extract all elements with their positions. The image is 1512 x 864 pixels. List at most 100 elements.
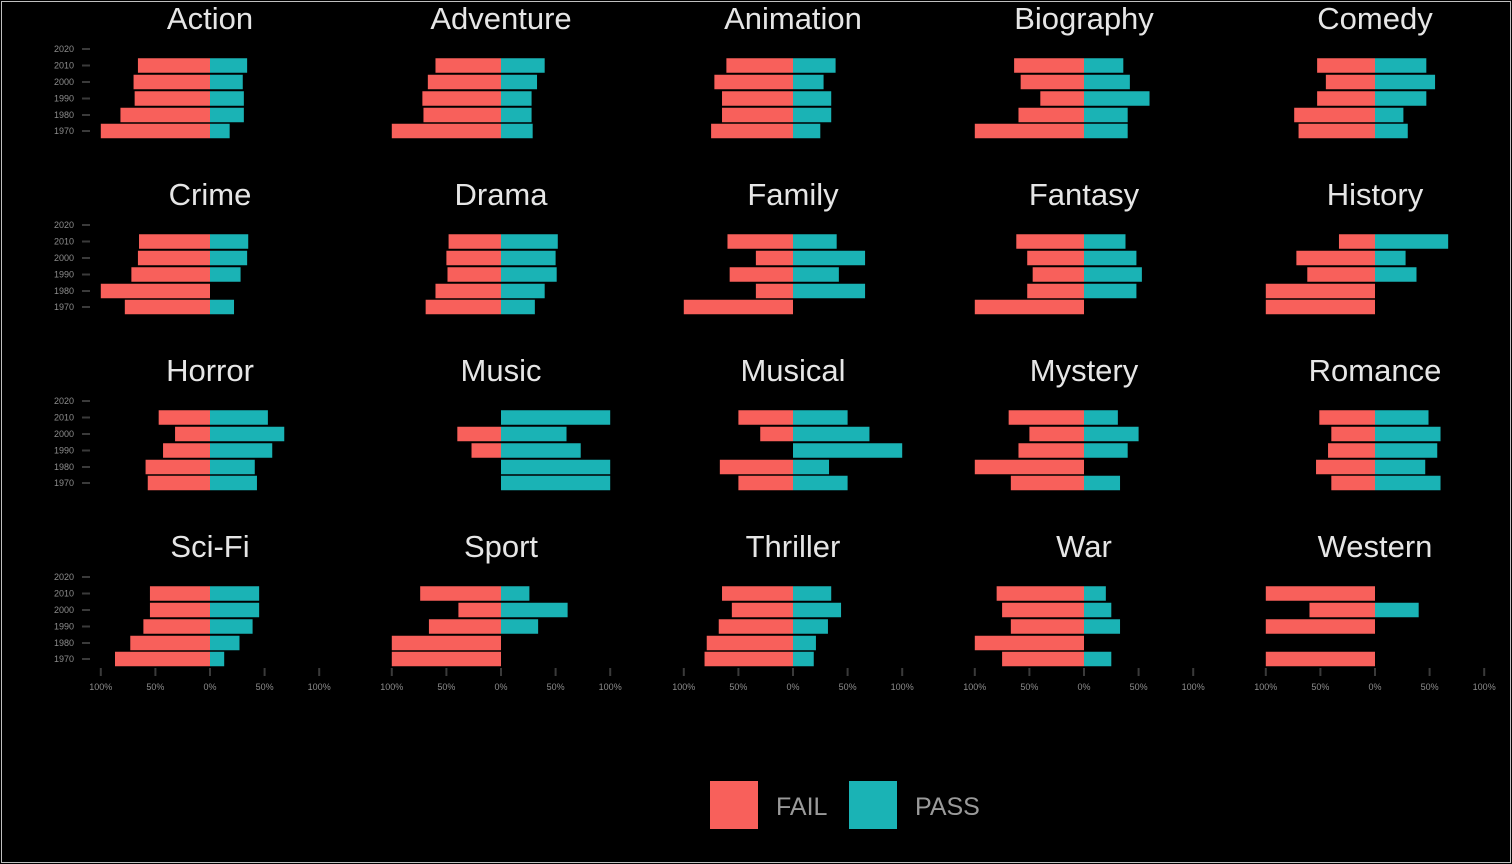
bar-pass-animation-2000 <box>793 74 824 90</box>
legend-swatch-fail <box>710 781 758 829</box>
bar-pass-sport-2000 <box>501 602 568 618</box>
bar-fail-family-1990 <box>729 267 793 282</box>
x-tick-label-war-0: 100% <box>963 682 986 692</box>
y-tick-label-2020: 2020 <box>54 220 74 230</box>
bar-pass-crime-2010 <box>210 234 249 249</box>
x-tick-label-thriller-4: 100% <box>891 682 914 692</box>
bar-fail-biography-1970 <box>974 123 1084 139</box>
bar-fail-musical-1970 <box>738 475 793 491</box>
bar-fail-crime-1980 <box>100 283 210 299</box>
bar-fail-thriller-1970 <box>704 651 793 667</box>
bar-fail-western-2000 <box>1309 602 1375 618</box>
x-tick-label-sport-0: 100% <box>380 682 403 692</box>
bar-pass-fantasy-1980 <box>1084 283 1137 299</box>
bar-pass-comedy-2000 <box>1375 74 1436 90</box>
bar-fail-history-2010 <box>1338 234 1375 249</box>
bar-pass-horror-2000 <box>210 426 285 442</box>
panel-title-biography: Biography <box>1014 1 1154 36</box>
bar-fail-fantasy-1990 <box>1032 267 1084 282</box>
bar-pass-family-1980 <box>793 283 866 299</box>
bar-fail-sport-1970 <box>391 651 501 667</box>
bar-pass-mystery-1970 <box>1084 475 1121 491</box>
bar-pass-fantasy-1990 <box>1084 267 1142 282</box>
bar-fail-drama-2000 <box>446 250 501 266</box>
bar-fail-drama-1980 <box>435 283 501 299</box>
bar-fail-fantasy-2010 <box>1016 234 1084 249</box>
legend-label-fail: FAIL <box>776 793 828 821</box>
bar-pass-drama-2000 <box>501 250 556 266</box>
x-tick-label-sci-fi-4: 100% <box>308 682 331 692</box>
bar-pass-thriller-1970 <box>793 651 814 667</box>
bar-pass-animation-1990 <box>793 91 832 106</box>
x-tick-label-thriller-1: 50% <box>729 682 747 692</box>
bar-pass-music-1970 <box>501 475 611 491</box>
bar-pass-action-2010 <box>210 58 248 73</box>
bar-pass-fantasy-2010 <box>1084 234 1126 249</box>
bar-pass-family-2010 <box>793 234 837 249</box>
bar-pass-mystery-2000 <box>1084 426 1139 442</box>
bar-pass-war-1990 <box>1084 619 1121 634</box>
y-tick-label-2000: 2000 <box>54 605 74 615</box>
bar-pass-romance-1970 <box>1375 475 1441 491</box>
bar-fail-sport-1980 <box>391 635 501 651</box>
bar-fail-biography-1990 <box>1040 91 1084 106</box>
bar-pass-adventure-2010 <box>501 58 545 73</box>
bar-pass-action-2000 <box>210 74 243 90</box>
bar-pass-crime-1970 <box>210 299 235 315</box>
bar-fail-romance-1990 <box>1328 443 1375 458</box>
x-tick-label-western-2: 0% <box>1368 682 1381 692</box>
bar-pass-action-1970 <box>210 123 230 139</box>
bar-fail-mystery-2000 <box>1029 426 1084 442</box>
bar-pass-horror-1980 <box>210 459 255 475</box>
bar-fail-mystery-1990 <box>1018 443 1084 458</box>
x-tick-label-sport-3: 50% <box>547 682 565 692</box>
bar-fail-horror-2010 <box>158 410 210 425</box>
bar-pass-horror-1990 <box>210 443 273 458</box>
bar-fail-drama-1970 <box>425 299 501 315</box>
bar-fail-crime-2010 <box>139 234 210 249</box>
bar-pass-thriller-1980 <box>793 635 816 651</box>
panel-title-fantasy: Fantasy <box>1029 177 1140 212</box>
x-tick-label-war-2: 0% <box>1077 682 1090 692</box>
bar-fail-animation-1990 <box>722 91 793 106</box>
bar-fail-romance-1980 <box>1316 459 1375 475</box>
y-tick-label-1990: 1990 <box>54 270 74 280</box>
x-tick-label-sport-1: 50% <box>437 682 455 692</box>
bar-pass-musical-2010 <box>793 410 848 425</box>
bar-fail-family-2000 <box>755 250 793 266</box>
bar-pass-history-2010 <box>1375 234 1449 249</box>
bar-pass-romance-2010 <box>1375 410 1429 425</box>
bar-fail-history-2000 <box>1296 250 1375 266</box>
bar-fail-animation-1980 <box>722 107 793 123</box>
bar-fail-adventure-2010 <box>435 58 501 73</box>
panel-title-thriller: Thriller <box>746 529 841 564</box>
bar-fail-horror-1990 <box>163 443 210 458</box>
bar-fail-comedy-2000 <box>1325 74 1375 90</box>
bar-fail-history-1970 <box>1265 299 1375 315</box>
bar-fail-romance-1970 <box>1331 475 1375 491</box>
bar-pass-biography-1990 <box>1084 91 1150 106</box>
bar-pass-action-1980 <box>210 107 244 123</box>
bar-pass-romance-2000 <box>1375 426 1441 442</box>
x-tick-label-sci-fi-1: 50% <box>146 682 164 692</box>
bar-pass-history-2000 <box>1375 250 1406 266</box>
bar-fail-animation-2000 <box>714 74 793 90</box>
y-tick-label-1980: 1980 <box>54 638 74 648</box>
bar-fail-family-2010 <box>727 234 793 249</box>
bar-fail-thriller-1990 <box>718 619 793 634</box>
panel-title-horror: Horror <box>166 353 254 388</box>
bar-pass-music-2010 <box>501 410 611 425</box>
bar-fail-crime-1970 <box>124 299 210 315</box>
bar-pass-musical-1970 <box>793 475 848 491</box>
bar-pass-comedy-2010 <box>1375 58 1427 73</box>
bar-fail-horror-1980 <box>145 459 210 475</box>
panel-title-action: Action <box>167 1 253 36</box>
y-tick-label-1990: 1990 <box>54 446 74 456</box>
bar-fail-musical-2010 <box>738 410 793 425</box>
y-tick-label-1970: 1970 <box>54 478 74 488</box>
bar-pass-musical-1990 <box>793 443 903 458</box>
bar-pass-horror-1970 <box>210 475 257 491</box>
bar-fail-western-2010 <box>1265 586 1375 601</box>
y-tick-label-2010: 2010 <box>54 589 74 599</box>
